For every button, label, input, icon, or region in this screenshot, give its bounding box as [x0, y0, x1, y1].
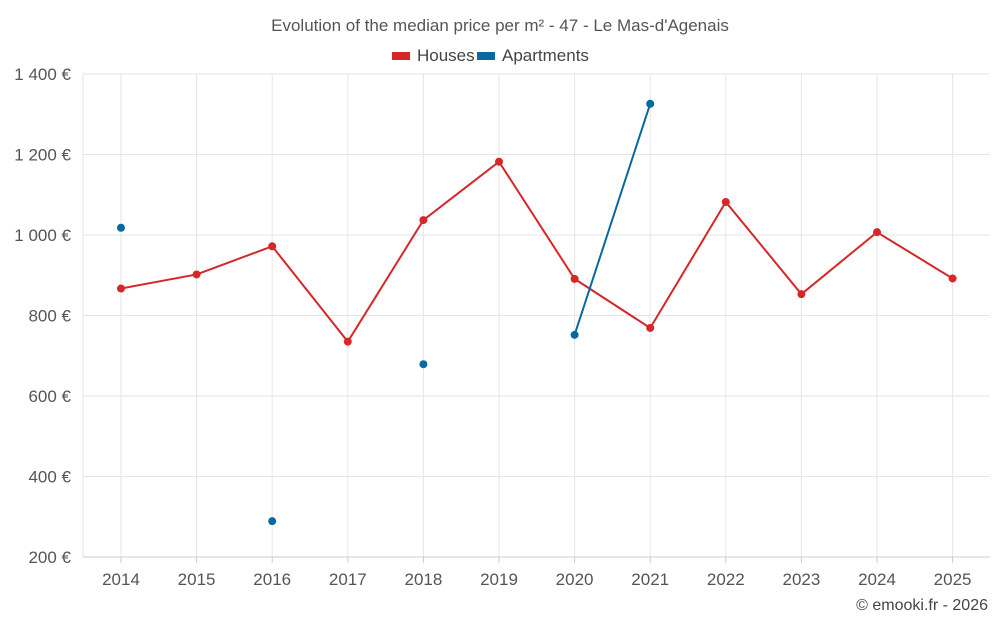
- houses-data-point[interactable]: [948, 274, 957, 283]
- x-tick-label: 2022: [707, 570, 745, 589]
- houses-data-point[interactable]: [268, 242, 277, 251]
- y-tick-label: 400 €: [28, 468, 71, 487]
- houses-legend-swatch: [392, 52, 410, 60]
- apartments-data-point[interactable]: [117, 223, 125, 232]
- x-tick-label: 2017: [329, 570, 367, 589]
- x-tick-label: 2014: [102, 570, 140, 589]
- axes: 200 € 400 € 600 € 800 € 1 000 € 1 200 € 1 400 …: [14, 65, 990, 589]
- houses-data-point[interactable]: [419, 216, 428, 225]
- y-tick-label: 1 200 €: [14, 146, 71, 165]
- x-tick-label: 2024: [858, 570, 896, 589]
- houses-data-point[interactable]: [797, 290, 806, 299]
- y-tick-label: 1 400 €: [14, 65, 71, 84]
- x-tick-label: 2016: [253, 570, 291, 589]
- series-layer: [117, 99, 957, 526]
- houses-data-point[interactable]: [192, 270, 201, 279]
- credit-text: © emooki.fr - 2026: [856, 597, 988, 614]
- houses-data-point[interactable]: [570, 274, 579, 283]
- grid: [83, 73, 990, 557]
- x-tick-label: 2025: [934, 570, 972, 589]
- y-tick-label: 800 €: [28, 307, 71, 326]
- x-tick-label: 2021: [631, 570, 669, 589]
- legend: Houses Apartments: [392, 46, 589, 65]
- y-tick-label: 1 000 €: [14, 226, 71, 245]
- houses-series-line: [120, 160, 954, 344]
- houses-data-point[interactable]: [117, 284, 125, 293]
- apartments-legend-swatch: [477, 52, 495, 60]
- houses-legend-label[interactable]: Houses: [417, 46, 475, 65]
- apartments-data-point[interactable]: [419, 360, 428, 369]
- houses-data-point[interactable]: [495, 157, 503, 166]
- apartments-data-point[interactable]: [646, 99, 655, 108]
- houses-data-point[interactable]: [646, 323, 655, 332]
- apartments-data-point[interactable]: [268, 517, 277, 526]
- x-tick-label: 2015: [178, 570, 216, 589]
- y-tick-label: 200 €: [28, 548, 71, 567]
- chart-title: Evolution of the median price per m² - 4…: [271, 16, 729, 35]
- y-tick-label: 600 €: [28, 387, 71, 406]
- houses-data-point[interactable]: [721, 197, 730, 206]
- apartments-data-point[interactable]: [570, 330, 579, 339]
- x-tick-label: 2019: [480, 570, 518, 589]
- apartments-legend-label[interactable]: Apartments: [502, 46, 589, 65]
- houses-data-point[interactable]: [873, 228, 881, 237]
- houses-data-point[interactable]: [343, 337, 352, 346]
- x-tick-label: 2023: [782, 570, 820, 589]
- apartments-series-line: [573, 103, 652, 336]
- x-tick-label: 2018: [404, 570, 442, 589]
- x-tick-label: 2020: [556, 570, 594, 589]
